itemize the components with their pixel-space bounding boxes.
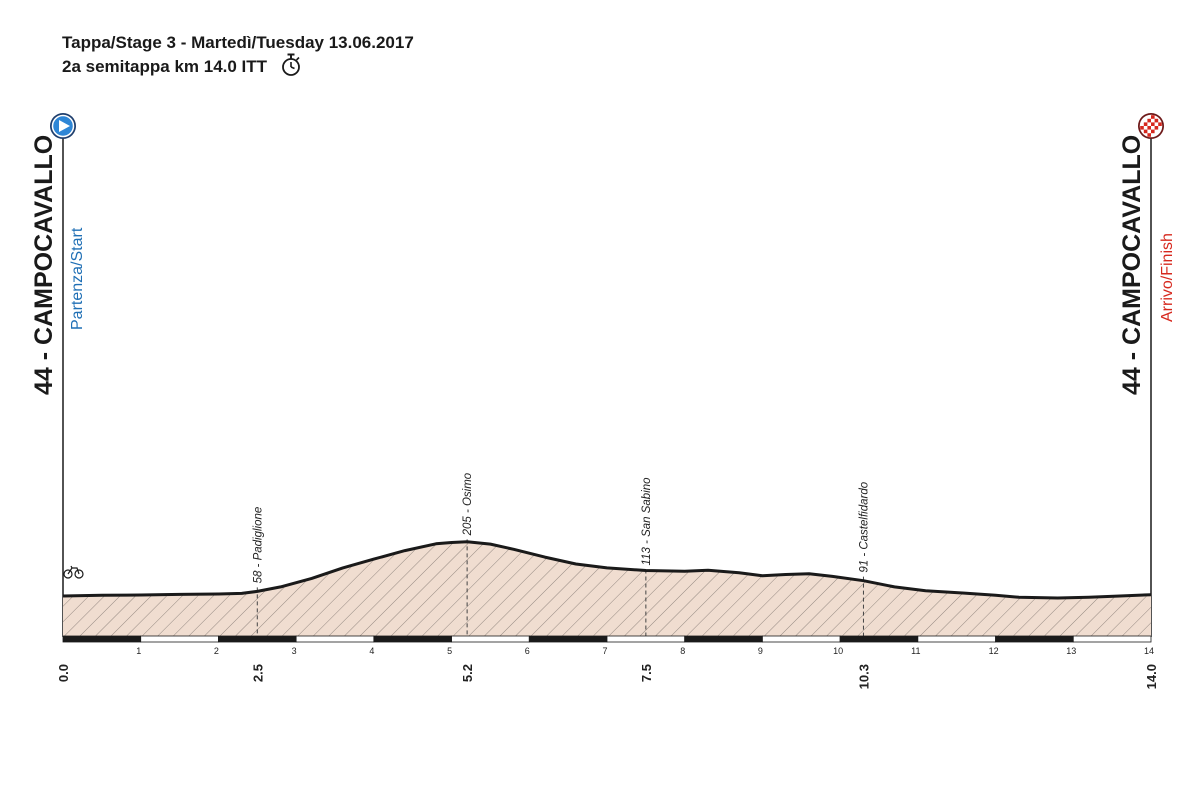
x-tick-label: 14 [1144, 646, 1154, 656]
x-tick-label: 7 [602, 646, 607, 656]
km-segment [606, 635, 686, 643]
km-segment [62, 635, 142, 643]
finish-city-label: 44 - CAMPOCAVALLO [1118, 135, 1146, 395]
stage-title: Tappa/Stage 3 - Martedì/Tuesday 13.06.20… [62, 33, 414, 52]
x-tick-label: 13 [1066, 646, 1076, 656]
km-segment [684, 635, 763, 643]
x-tick-label: 12 [989, 646, 999, 656]
km-segment [140, 635, 219, 643]
km-marker-label: 0.0 [56, 664, 71, 682]
x-tick-label: 3 [292, 646, 297, 656]
km-segment [839, 635, 919, 643]
km-marker-label: 10.3 [856, 664, 871, 689]
x-tick-label: 6 [525, 646, 530, 656]
km-segment [528, 635, 608, 643]
x-tick-label: 11 [911, 646, 920, 656]
x-tick-label: 9 [758, 646, 763, 656]
waypoint-label: 205 - Osimo [462, 472, 474, 536]
x-tick-label: 1 [136, 646, 141, 656]
finish-sublabel: Arrivo/Finish [1159, 233, 1176, 322]
waypoint-label: 58 - Padiglione [252, 507, 264, 584]
elevation-hatch [63, 541, 1151, 637]
km-segment [917, 635, 996, 643]
km-marker-label: 14.0 [1144, 664, 1159, 689]
x-tick-label: 2 [214, 646, 219, 656]
start-sublabel: Partenza/Start [69, 227, 86, 330]
start-arrow-icon [50, 113, 76, 139]
km-segment [995, 635, 1074, 643]
bicycle-icon [63, 565, 84, 579]
stage-subtitle: 2a semitappa km 14.0 ITT [62, 57, 268, 76]
start-city-label: 44 - CAMPOCAVALLO [30, 135, 58, 395]
km-segment [295, 635, 375, 643]
km-segment [451, 635, 530, 643]
waypoint-label: 113 - San Sabino [641, 477, 653, 566]
distance-scale-bar [62, 635, 1152, 643]
waypoint-label: 91 - Castelfidardo [858, 481, 870, 572]
x-tick-label: 4 [369, 646, 374, 656]
km-marker-label: 7.5 [639, 664, 654, 682]
km-segment [1072, 635, 1152, 643]
km-segment [762, 635, 841, 643]
x-tick-label: 10 [833, 646, 843, 656]
elevation-line [62, 540, 1152, 600]
x-tick-label: 8 [680, 646, 685, 656]
km-segment [373, 635, 452, 643]
km-marker-label: 5.2 [460, 664, 475, 682]
checkered-flag-icon [1138, 113, 1164, 139]
km-marker-label: 2.5 [250, 664, 265, 682]
x-tick-label: 5 [447, 646, 452, 656]
stopwatch-icon [282, 53, 300, 76]
km-segment [218, 635, 297, 643]
